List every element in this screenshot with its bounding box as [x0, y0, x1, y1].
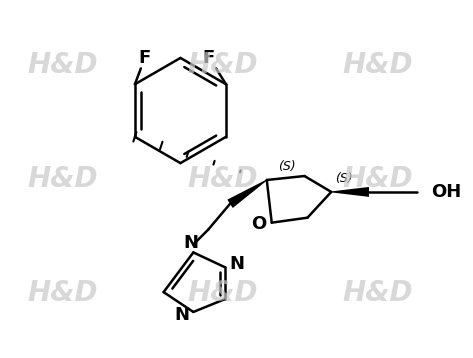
Text: H&D: H&D — [27, 51, 98, 79]
Text: OH: OH — [431, 183, 462, 201]
Text: H&D: H&D — [187, 165, 258, 193]
Text: H&D: H&D — [27, 165, 98, 193]
Text: H&D: H&D — [187, 51, 258, 79]
Text: H&D: H&D — [27, 279, 98, 307]
Text: N: N — [174, 306, 189, 324]
Polygon shape — [331, 187, 369, 197]
Text: N: N — [184, 233, 199, 252]
Text: H&D: H&D — [187, 279, 258, 307]
Text: (S): (S) — [335, 171, 353, 184]
Text: F: F — [139, 49, 151, 67]
Text: O: O — [251, 215, 266, 233]
Polygon shape — [228, 180, 267, 208]
Text: N: N — [229, 255, 245, 273]
Text: H&D: H&D — [342, 279, 412, 307]
Text: H&D: H&D — [342, 165, 412, 193]
Text: H&D: H&D — [342, 51, 412, 79]
Text: F: F — [202, 49, 214, 67]
Text: (S): (S) — [278, 160, 296, 173]
